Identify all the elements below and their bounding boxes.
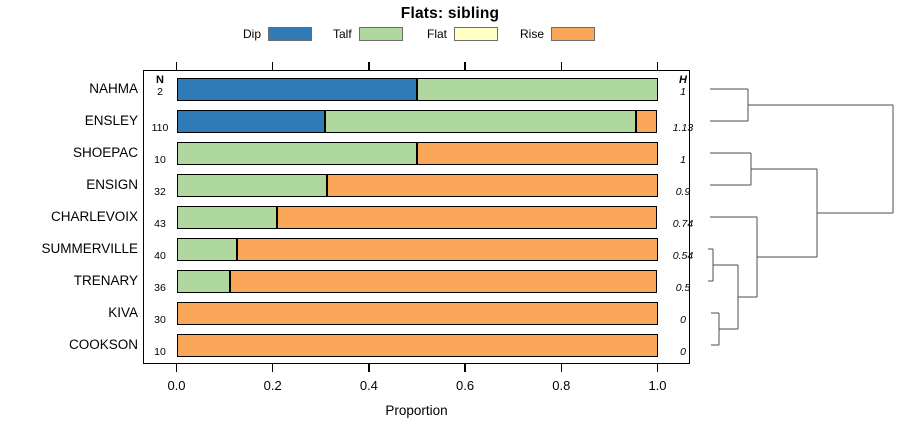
axis-tick-label: 0.6 — [456, 378, 475, 393]
axis-tick-bottom — [560, 364, 562, 372]
h-value: 1 — [680, 86, 686, 98]
legend-label-talf: Talf — [333, 26, 352, 41]
bar-segment-rise — [277, 205, 658, 229]
row-label-nahma: NAHMA — [89, 81, 138, 96]
bar-segment-rise — [176, 301, 658, 325]
axis-tick-top — [175, 62, 178, 70]
n-value: 43 — [154, 218, 166, 230]
axis-tick-bottom — [272, 364, 274, 372]
n-column-header: N — [156, 74, 164, 86]
row-label-trenary: TRENARY — [73, 273, 138, 288]
bar-segment-rise — [229, 269, 658, 293]
legend-item-dip: Dip — [243, 26, 313, 41]
stacked-bar — [176, 173, 658, 197]
bar-segment-dip — [176, 77, 417, 101]
legend-swatch-dip — [268, 26, 313, 41]
axis-tick-label: 0.8 — [552, 378, 571, 393]
n-value: 40 — [154, 250, 166, 262]
bar-segment-rise — [326, 173, 658, 197]
axis-tick-label: 0.4 — [359, 378, 378, 393]
h-value: 0.5 — [675, 282, 691, 294]
bar-segment-talf — [176, 269, 230, 293]
legend-swatch-talf — [358, 26, 403, 41]
bar-segment-rise — [176, 333, 658, 357]
h-value: 1.13 — [672, 122, 694, 134]
legend-label-dip: Dip — [243, 26, 262, 41]
n-value: 10 — [154, 154, 166, 166]
bar-segment-talf — [176, 173, 327, 197]
bar-segment-rise — [236, 237, 658, 261]
stacked-bar — [176, 301, 658, 325]
row-label-summerville: SUMMERVILLE — [41, 241, 138, 256]
row-label-charlevoix: CHARLEVOIX — [50, 209, 138, 224]
bar-segment-rise — [417, 141, 658, 165]
n-value: 32 — [154, 186, 166, 198]
axis-tick-bottom — [464, 364, 466, 372]
row-label-ensley: ENSLEY — [84, 113, 138, 128]
bar-segment-talf — [176, 237, 237, 261]
axis-tick-bottom — [656, 364, 659, 372]
legend-label-rise: Rise — [520, 26, 545, 41]
bar-segment-talf — [417, 77, 658, 101]
axis-tick-top — [272, 62, 274, 70]
legend-swatch-rise — [551, 26, 596, 41]
row-label-cookson: COOKSON — [68, 337, 138, 352]
legend-item-rise: Rise — [520, 26, 596, 41]
stacked-bar — [176, 141, 658, 165]
h-value: 1 — [680, 154, 686, 166]
axis-tick-top — [368, 62, 370, 70]
bar-segment-dip — [176, 109, 326, 133]
n-value: 30 — [154, 314, 166, 326]
stacked-bar — [176, 109, 658, 133]
axis-tick-top — [560, 62, 562, 70]
n-value: 2 — [157, 86, 163, 98]
stacked-bar — [176, 205, 658, 229]
h-value: 0 — [680, 314, 686, 326]
row-label-shoepac: SHOEPAC — [72, 145, 138, 160]
n-value: 36 — [154, 282, 166, 294]
chart-title: Flats: sibling — [400, 5, 500, 22]
h-column-header: H — [679, 74, 687, 86]
plot-box — [143, 70, 690, 364]
legend-item-flat: Flat — [427, 26, 499, 41]
axis-tick-top — [656, 62, 659, 70]
bar-segment-talf — [176, 205, 278, 229]
axis-tick-label: 0.2 — [263, 378, 282, 393]
stacked-bar — [176, 333, 658, 357]
legend-item-talf: Talf — [333, 26, 403, 41]
row-label-ensign: ENSIGN — [86, 177, 138, 192]
axis-tick-label: 0.0 — [167, 378, 186, 393]
stacked-bar — [176, 77, 658, 101]
stacked-bar — [176, 237, 658, 261]
legend-swatch-flat — [454, 26, 499, 41]
row-label-kiva: KIVA — [108, 305, 138, 320]
x-axis-label: Proportion — [385, 403, 448, 418]
stacked-bar — [176, 269, 658, 293]
n-value: 110 — [151, 122, 169, 134]
bar-segment-talf — [325, 109, 636, 133]
n-value: 10 — [154, 346, 166, 358]
axis-tick-top — [464, 62, 466, 70]
bar-segment-rise — [635, 109, 658, 133]
axis-tick-bottom — [175, 364, 178, 372]
h-value: 0.9 — [675, 186, 691, 198]
bar-segment-talf — [176, 141, 417, 165]
legend-label-flat: Flat — [427, 26, 448, 41]
h-value: 0 — [680, 346, 686, 358]
h-value: 0.74 — [672, 218, 694, 230]
axis-tick-label: 1.0 — [648, 378, 667, 393]
h-value: 0.54 — [672, 250, 694, 262]
axis-tick-bottom — [368, 364, 370, 372]
